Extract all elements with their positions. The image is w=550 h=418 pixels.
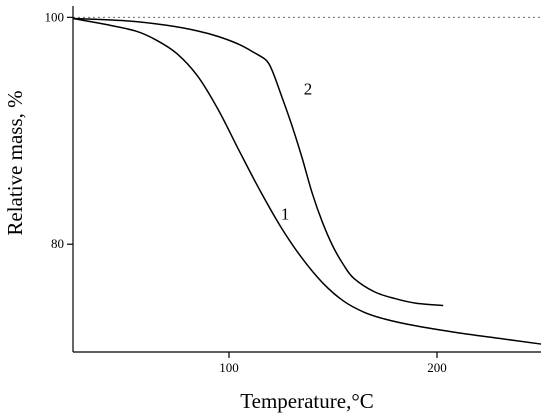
y-axis-title: Relative mass, % xyxy=(3,90,27,235)
y-tick-label-100: 100 xyxy=(45,9,65,24)
series-line-1 xyxy=(72,17,542,345)
plot-area: 12 xyxy=(72,16,542,345)
x-axis-title: Temperature,°C xyxy=(240,389,373,413)
series-label-2: 2 xyxy=(304,79,313,98)
axes: 80 100 100 200 xyxy=(45,6,541,375)
x-tick-label-100: 100 xyxy=(219,360,239,375)
series-label-1: 1 xyxy=(281,204,290,223)
x-tick-label-200: 200 xyxy=(427,360,447,375)
series-line-2 xyxy=(72,17,444,307)
y-tick-label-80: 80 xyxy=(51,236,64,251)
